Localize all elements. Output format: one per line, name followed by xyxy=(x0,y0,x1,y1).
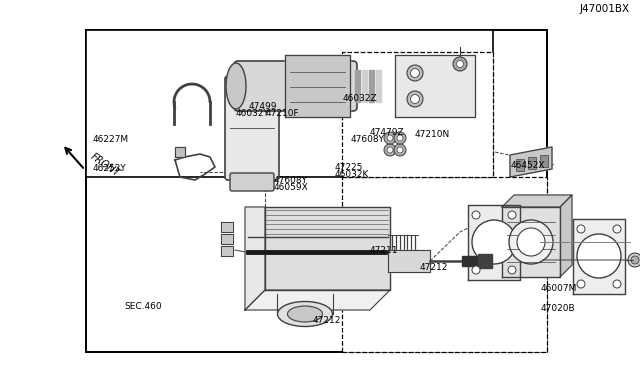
Text: 46032K: 46032K xyxy=(334,170,369,179)
Circle shape xyxy=(407,65,423,81)
Polygon shape xyxy=(395,55,475,117)
FancyBboxPatch shape xyxy=(234,61,357,111)
Polygon shape xyxy=(388,250,430,272)
Text: J47001BX: J47001BX xyxy=(580,4,630,14)
Polygon shape xyxy=(510,147,552,177)
Bar xyxy=(342,52,493,177)
Polygon shape xyxy=(245,207,265,310)
Circle shape xyxy=(628,253,640,267)
Circle shape xyxy=(384,132,396,144)
Polygon shape xyxy=(355,70,360,102)
Circle shape xyxy=(456,61,463,67)
Circle shape xyxy=(397,135,403,141)
Text: 47210F: 47210F xyxy=(266,109,300,118)
Circle shape xyxy=(394,144,406,156)
Polygon shape xyxy=(369,70,374,102)
Circle shape xyxy=(472,266,480,274)
Circle shape xyxy=(577,280,585,288)
Text: 47225: 47225 xyxy=(334,163,362,172)
Text: 47212: 47212 xyxy=(312,316,340,325)
Circle shape xyxy=(394,132,406,144)
Text: 46032Z: 46032Z xyxy=(343,94,378,103)
Circle shape xyxy=(384,144,396,156)
Polygon shape xyxy=(175,147,185,157)
Polygon shape xyxy=(221,234,233,244)
Polygon shape xyxy=(560,195,572,277)
Text: FRONT: FRONT xyxy=(89,152,122,179)
Circle shape xyxy=(410,94,419,103)
Bar xyxy=(342,177,547,352)
Polygon shape xyxy=(285,55,350,117)
Polygon shape xyxy=(502,207,560,277)
Bar xyxy=(528,157,536,169)
Polygon shape xyxy=(478,254,492,268)
Polygon shape xyxy=(462,256,480,266)
Circle shape xyxy=(509,220,553,264)
Circle shape xyxy=(508,266,516,274)
Polygon shape xyxy=(221,222,233,232)
Circle shape xyxy=(577,234,621,278)
FancyBboxPatch shape xyxy=(230,173,274,191)
Polygon shape xyxy=(376,70,381,102)
Circle shape xyxy=(508,211,516,219)
Text: 47210N: 47210N xyxy=(415,130,450,139)
Text: SEC.460: SEC.460 xyxy=(125,302,163,311)
FancyBboxPatch shape xyxy=(225,76,279,180)
Bar xyxy=(86,30,493,177)
Circle shape xyxy=(472,211,480,219)
Polygon shape xyxy=(502,195,572,207)
Circle shape xyxy=(631,256,639,264)
Text: 46032Y: 46032Y xyxy=(236,109,269,118)
Circle shape xyxy=(613,280,621,288)
Polygon shape xyxy=(362,70,367,102)
Circle shape xyxy=(387,135,393,141)
Bar xyxy=(540,155,548,167)
Circle shape xyxy=(397,147,403,153)
Ellipse shape xyxy=(287,306,323,322)
Text: 47020B: 47020B xyxy=(541,304,575,312)
Text: 47212: 47212 xyxy=(420,263,448,272)
Circle shape xyxy=(472,220,516,264)
Text: 46452X: 46452X xyxy=(511,161,545,170)
Polygon shape xyxy=(573,219,625,294)
Text: 46059X: 46059X xyxy=(274,183,308,192)
Bar xyxy=(86,30,547,352)
Text: 47608Y: 47608Y xyxy=(274,176,308,185)
Polygon shape xyxy=(221,246,233,256)
Circle shape xyxy=(577,225,585,233)
Ellipse shape xyxy=(226,63,246,109)
Text: 46252Y: 46252Y xyxy=(93,164,127,173)
Polygon shape xyxy=(265,207,390,290)
Text: 46227M: 46227M xyxy=(93,135,129,144)
Text: 47479Z: 47479Z xyxy=(370,128,404,137)
Ellipse shape xyxy=(278,301,333,327)
Circle shape xyxy=(517,228,545,256)
Text: 47499: 47499 xyxy=(248,102,277,110)
Bar xyxy=(516,159,524,171)
Circle shape xyxy=(453,57,467,71)
Circle shape xyxy=(410,68,419,77)
Circle shape xyxy=(613,225,621,233)
Circle shape xyxy=(387,147,393,153)
Circle shape xyxy=(407,91,423,107)
Polygon shape xyxy=(245,290,390,310)
Polygon shape xyxy=(468,205,520,280)
Text: 46007M: 46007M xyxy=(541,284,577,293)
Text: 47211: 47211 xyxy=(370,246,399,255)
Text: 47608Y: 47608Y xyxy=(351,135,385,144)
